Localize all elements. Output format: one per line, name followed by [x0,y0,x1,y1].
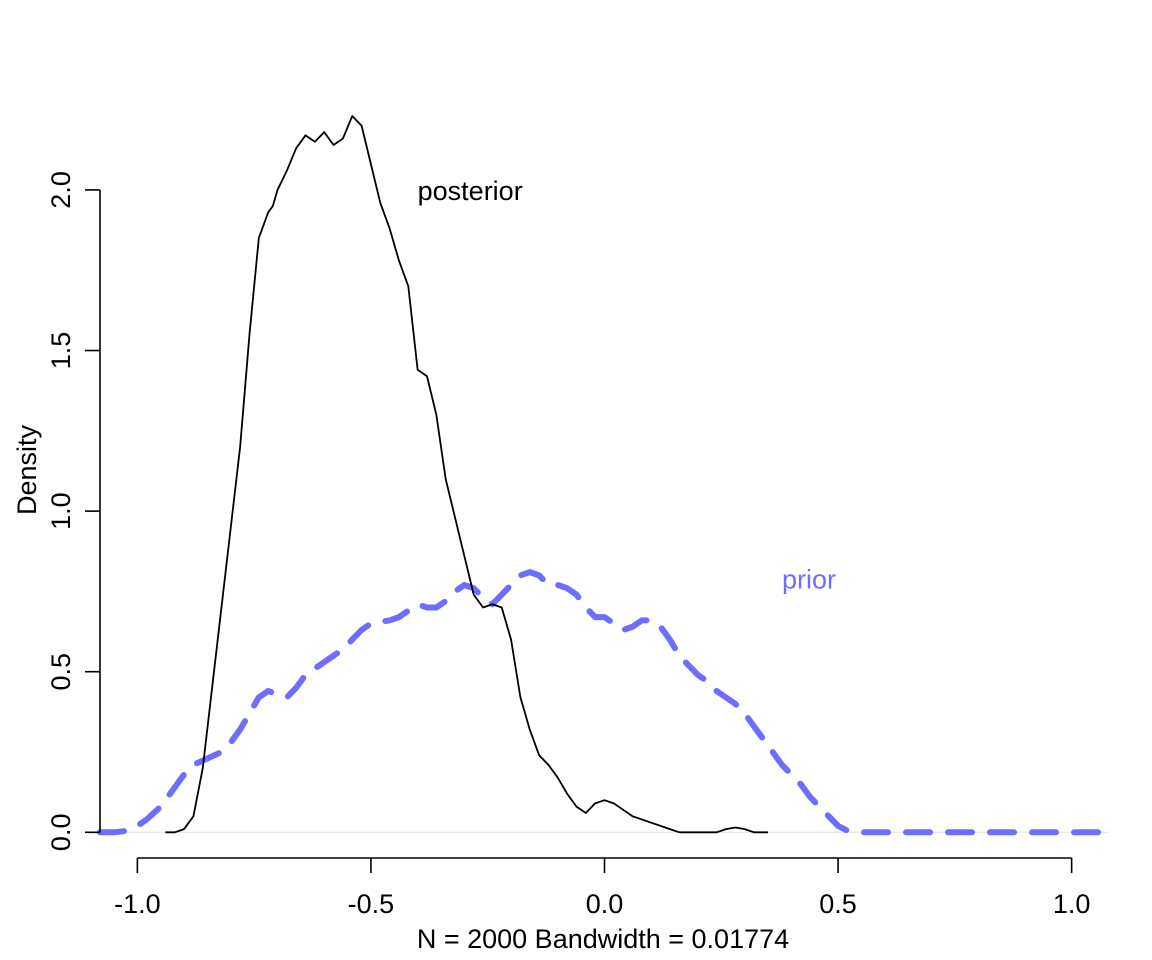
x-tick-label: 0.0 [586,889,624,919]
y-tick-label: 1.5 [46,332,76,370]
x-tick-label: -0.5 [348,889,395,919]
plot-area: posterior prior [97,115,1112,836]
y-tick-label: 0.5 [46,653,76,691]
posterior-density-line [165,115,768,834]
y-tick-label: 1.0 [46,492,76,530]
x-axis: -1.0 -0.5 0.0 0.5 1.0 [114,857,1091,919]
y-tick-label: 2.0 [46,171,76,209]
x-tick-label: -1.0 [114,889,161,919]
x-axis-title: N = 2000 Bandwidth = 0.01774 [417,924,789,954]
y-axis-title: Density [12,424,42,515]
x-tick-label: 0.5 [819,889,857,919]
prior-density-line [97,569,1112,836]
posterior-label: posterior [418,176,523,206]
x-tick-label: 1.0 [1053,889,1091,919]
y-axis: 0.0 0.5 1.0 1.5 2.0 [46,171,101,852]
y-tick-label: 0.0 [46,814,76,852]
prior-label: prior [782,565,836,595]
